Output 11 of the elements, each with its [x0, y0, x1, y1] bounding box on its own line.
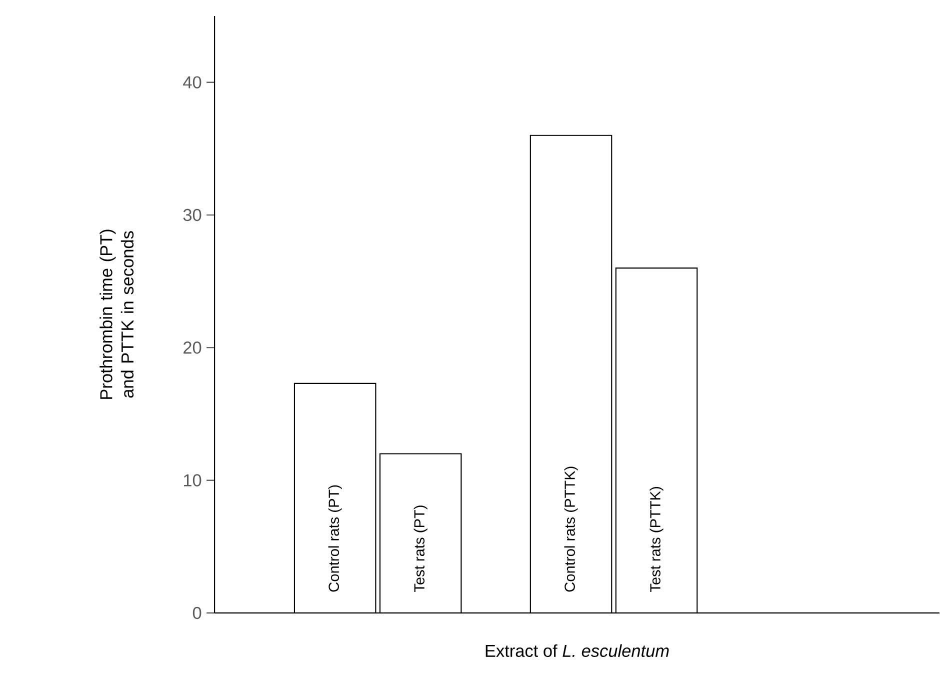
y-tick-label: 10	[184, 474, 202, 487]
y-tick-label: 40	[183, 76, 202, 89]
x-axis-title: Extract of L. esculentum	[486, 644, 669, 658]
y-tick-label: 0	[192, 607, 202, 620]
x-tick-label: Test rats (PTTK)	[650, 487, 664, 592]
y-tick-label: 20	[184, 342, 202, 354]
x-tick-label: Control rats (PT)	[328, 486, 342, 592]
x-tick-label: Control rats (PTTK)	[564, 466, 578, 592]
y-tick-label: 30	[183, 209, 202, 222]
y-axis-title: Prothrombin time (PT) and PTTK in seconds	[100, 230, 134, 400]
x-tick-label: Test rats (PT)	[414, 506, 428, 592]
